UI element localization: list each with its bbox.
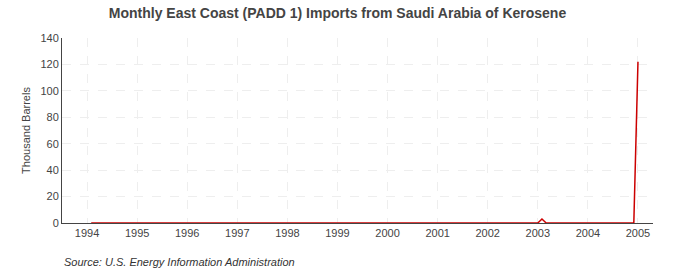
svg-text:1997: 1997	[225, 227, 249, 239]
svg-text:60: 60	[47, 138, 59, 150]
svg-text:2005: 2005	[626, 227, 650, 239]
svg-text:40: 40	[47, 164, 59, 176]
svg-text:1999: 1999	[325, 227, 349, 239]
svg-text:0: 0	[53, 217, 59, 229]
svg-text:Source: U.S. Energy Informatio: Source: U.S. Energy Information Administ…	[64, 256, 295, 268]
svg-text:80: 80	[47, 111, 59, 123]
svg-text:2004: 2004	[576, 227, 600, 239]
svg-text:2003: 2003	[526, 227, 550, 239]
svg-text:Monthly East Coast (PADD 1) Im: Monthly East Coast (PADD 1) Imports from…	[109, 5, 567, 21]
svg-text:2001: 2001	[425, 227, 449, 239]
svg-text:Thousand Barrels: Thousand Barrels	[20, 87, 32, 174]
svg-text:1995: 1995	[125, 227, 149, 239]
svg-text:20: 20	[47, 190, 59, 202]
svg-text:1994: 1994	[75, 227, 99, 239]
svg-text:100: 100	[40, 85, 58, 97]
svg-text:120: 120	[40, 58, 58, 70]
svg-text:1996: 1996	[175, 227, 199, 239]
svg-text:2002: 2002	[475, 227, 499, 239]
svg-text:140: 140	[40, 32, 58, 44]
svg-text:1998: 1998	[275, 227, 299, 239]
svg-text:2000: 2000	[375, 227, 399, 239]
